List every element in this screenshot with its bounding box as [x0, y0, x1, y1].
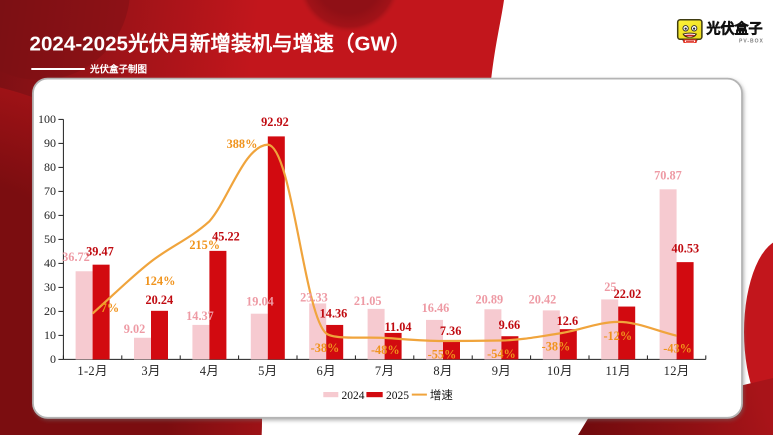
svg-text:PV-BOX: PV-BOX — [739, 39, 764, 45]
svg-text:45.22: 45.22 — [212, 230, 240, 244]
svg-text:6月: 6月 — [317, 364, 336, 378]
svg-text:10月: 10月 — [547, 364, 573, 378]
svg-text:-12%: -12% — [603, 329, 632, 343]
svg-text:25: 25 — [604, 280, 616, 294]
svg-text:388%: 388% — [227, 137, 258, 151]
svg-text:-38%: -38% — [542, 340, 571, 354]
svg-text:2024: 2024 — [342, 390, 365, 402]
svg-text:4月: 4月 — [200, 364, 219, 378]
svg-text:80: 80 — [44, 160, 56, 174]
svg-text:19.04: 19.04 — [246, 295, 274, 309]
svg-text:20.24: 20.24 — [145, 293, 173, 307]
svg-text:7.36: 7.36 — [440, 324, 462, 338]
svg-text:124%: 124% — [145, 274, 176, 288]
svg-text:40: 40 — [44, 256, 56, 270]
svg-text:20.42: 20.42 — [529, 293, 557, 307]
svg-text:30: 30 — [44, 280, 56, 294]
svg-text:8月: 8月 — [433, 364, 452, 378]
svg-text:16.46: 16.46 — [422, 301, 450, 315]
svg-text:-38%: -38% — [311, 341, 340, 355]
svg-text:100: 100 — [38, 112, 56, 126]
svg-text:92.92: 92.92 — [261, 115, 289, 129]
svg-text:90: 90 — [44, 136, 56, 150]
svg-text:3月: 3月 — [141, 364, 160, 378]
svg-text:20.89: 20.89 — [475, 292, 503, 306]
svg-text:60: 60 — [44, 208, 56, 222]
svg-text:-48%: -48% — [371, 343, 400, 357]
svg-text:9.02: 9.02 — [124, 322, 146, 336]
svg-text:1-2月: 1-2月 — [77, 364, 107, 378]
svg-text:21.05: 21.05 — [354, 294, 382, 308]
svg-text:7月: 7月 — [375, 364, 394, 378]
svg-text:光伏盒子制图: 光伏盒子制图 — [89, 64, 147, 76]
svg-text:-54%: -54% — [487, 347, 516, 361]
svg-text:9.66: 9.66 — [499, 318, 521, 332]
svg-text:9月: 9月 — [492, 364, 511, 378]
svg-text:70.87: 70.87 — [654, 168, 682, 182]
svg-text:215%: 215% — [189, 238, 220, 252]
svg-text:23.33: 23.33 — [300, 291, 328, 305]
svg-text:5月: 5月 — [258, 364, 277, 378]
svg-text:36.72: 36.72 — [62, 250, 90, 264]
svg-text:-55%: -55% — [428, 347, 457, 361]
svg-text:11月: 11月 — [605, 364, 630, 378]
svg-text:-43%: -43% — [663, 342, 692, 356]
svg-text:7%: 7% — [101, 301, 119, 315]
svg-text:14.37: 14.37 — [186, 309, 214, 323]
svg-text:39.47: 39.47 — [86, 244, 114, 258]
svg-text:2025: 2025 — [386, 390, 409, 402]
svg-text:20: 20 — [44, 304, 56, 318]
svg-text:12.6: 12.6 — [557, 314, 579, 328]
svg-text:10: 10 — [44, 328, 56, 342]
svg-text:22.02: 22.02 — [614, 287, 642, 301]
svg-text:2024-2025光伏月新增装机与增速（GW）: 2024-2025光伏月新增装机与增速（GW） — [30, 32, 411, 56]
svg-text:增速: 增速 — [430, 388, 453, 402]
svg-text:70: 70 — [44, 184, 56, 198]
svg-text:40.53: 40.53 — [671, 242, 699, 256]
svg-text:光伏盒子: 光伏盒子 — [706, 21, 763, 37]
svg-text:50: 50 — [44, 232, 56, 246]
svg-text:11.04: 11.04 — [385, 320, 412, 334]
svg-text:12月: 12月 — [664, 364, 690, 378]
svg-text:0: 0 — [50, 352, 56, 366]
svg-text:14.36: 14.36 — [320, 307, 348, 321]
